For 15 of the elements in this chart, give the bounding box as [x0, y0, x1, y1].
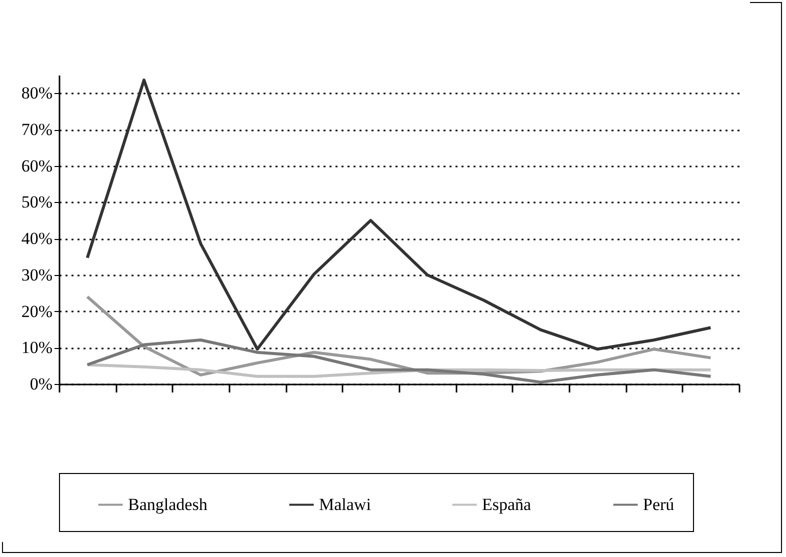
line-series: [86, 338, 712, 384]
legend-label: Perú: [643, 494, 675, 514]
y-tick-label: 30%: [21, 265, 52, 284]
y-tick-label: 20%: [21, 302, 52, 321]
y-tick-label: 70%: [21, 120, 52, 140]
legend-label: España: [482, 494, 532, 514]
legend-label: Bangladesh: [128, 494, 208, 514]
y-tick-label: 80%: [21, 84, 52, 103]
legend-label: Malawi: [319, 494, 372, 514]
y-tick-label: 40%: [21, 229, 52, 248]
y-tick-label: 60%: [21, 156, 52, 176]
y-tick-label: 50%: [21, 192, 52, 212]
line-series: [86, 78, 712, 351]
y-tick-label: 0%: [30, 374, 52, 394]
y-tick-label: 10%: [21, 338, 52, 358]
